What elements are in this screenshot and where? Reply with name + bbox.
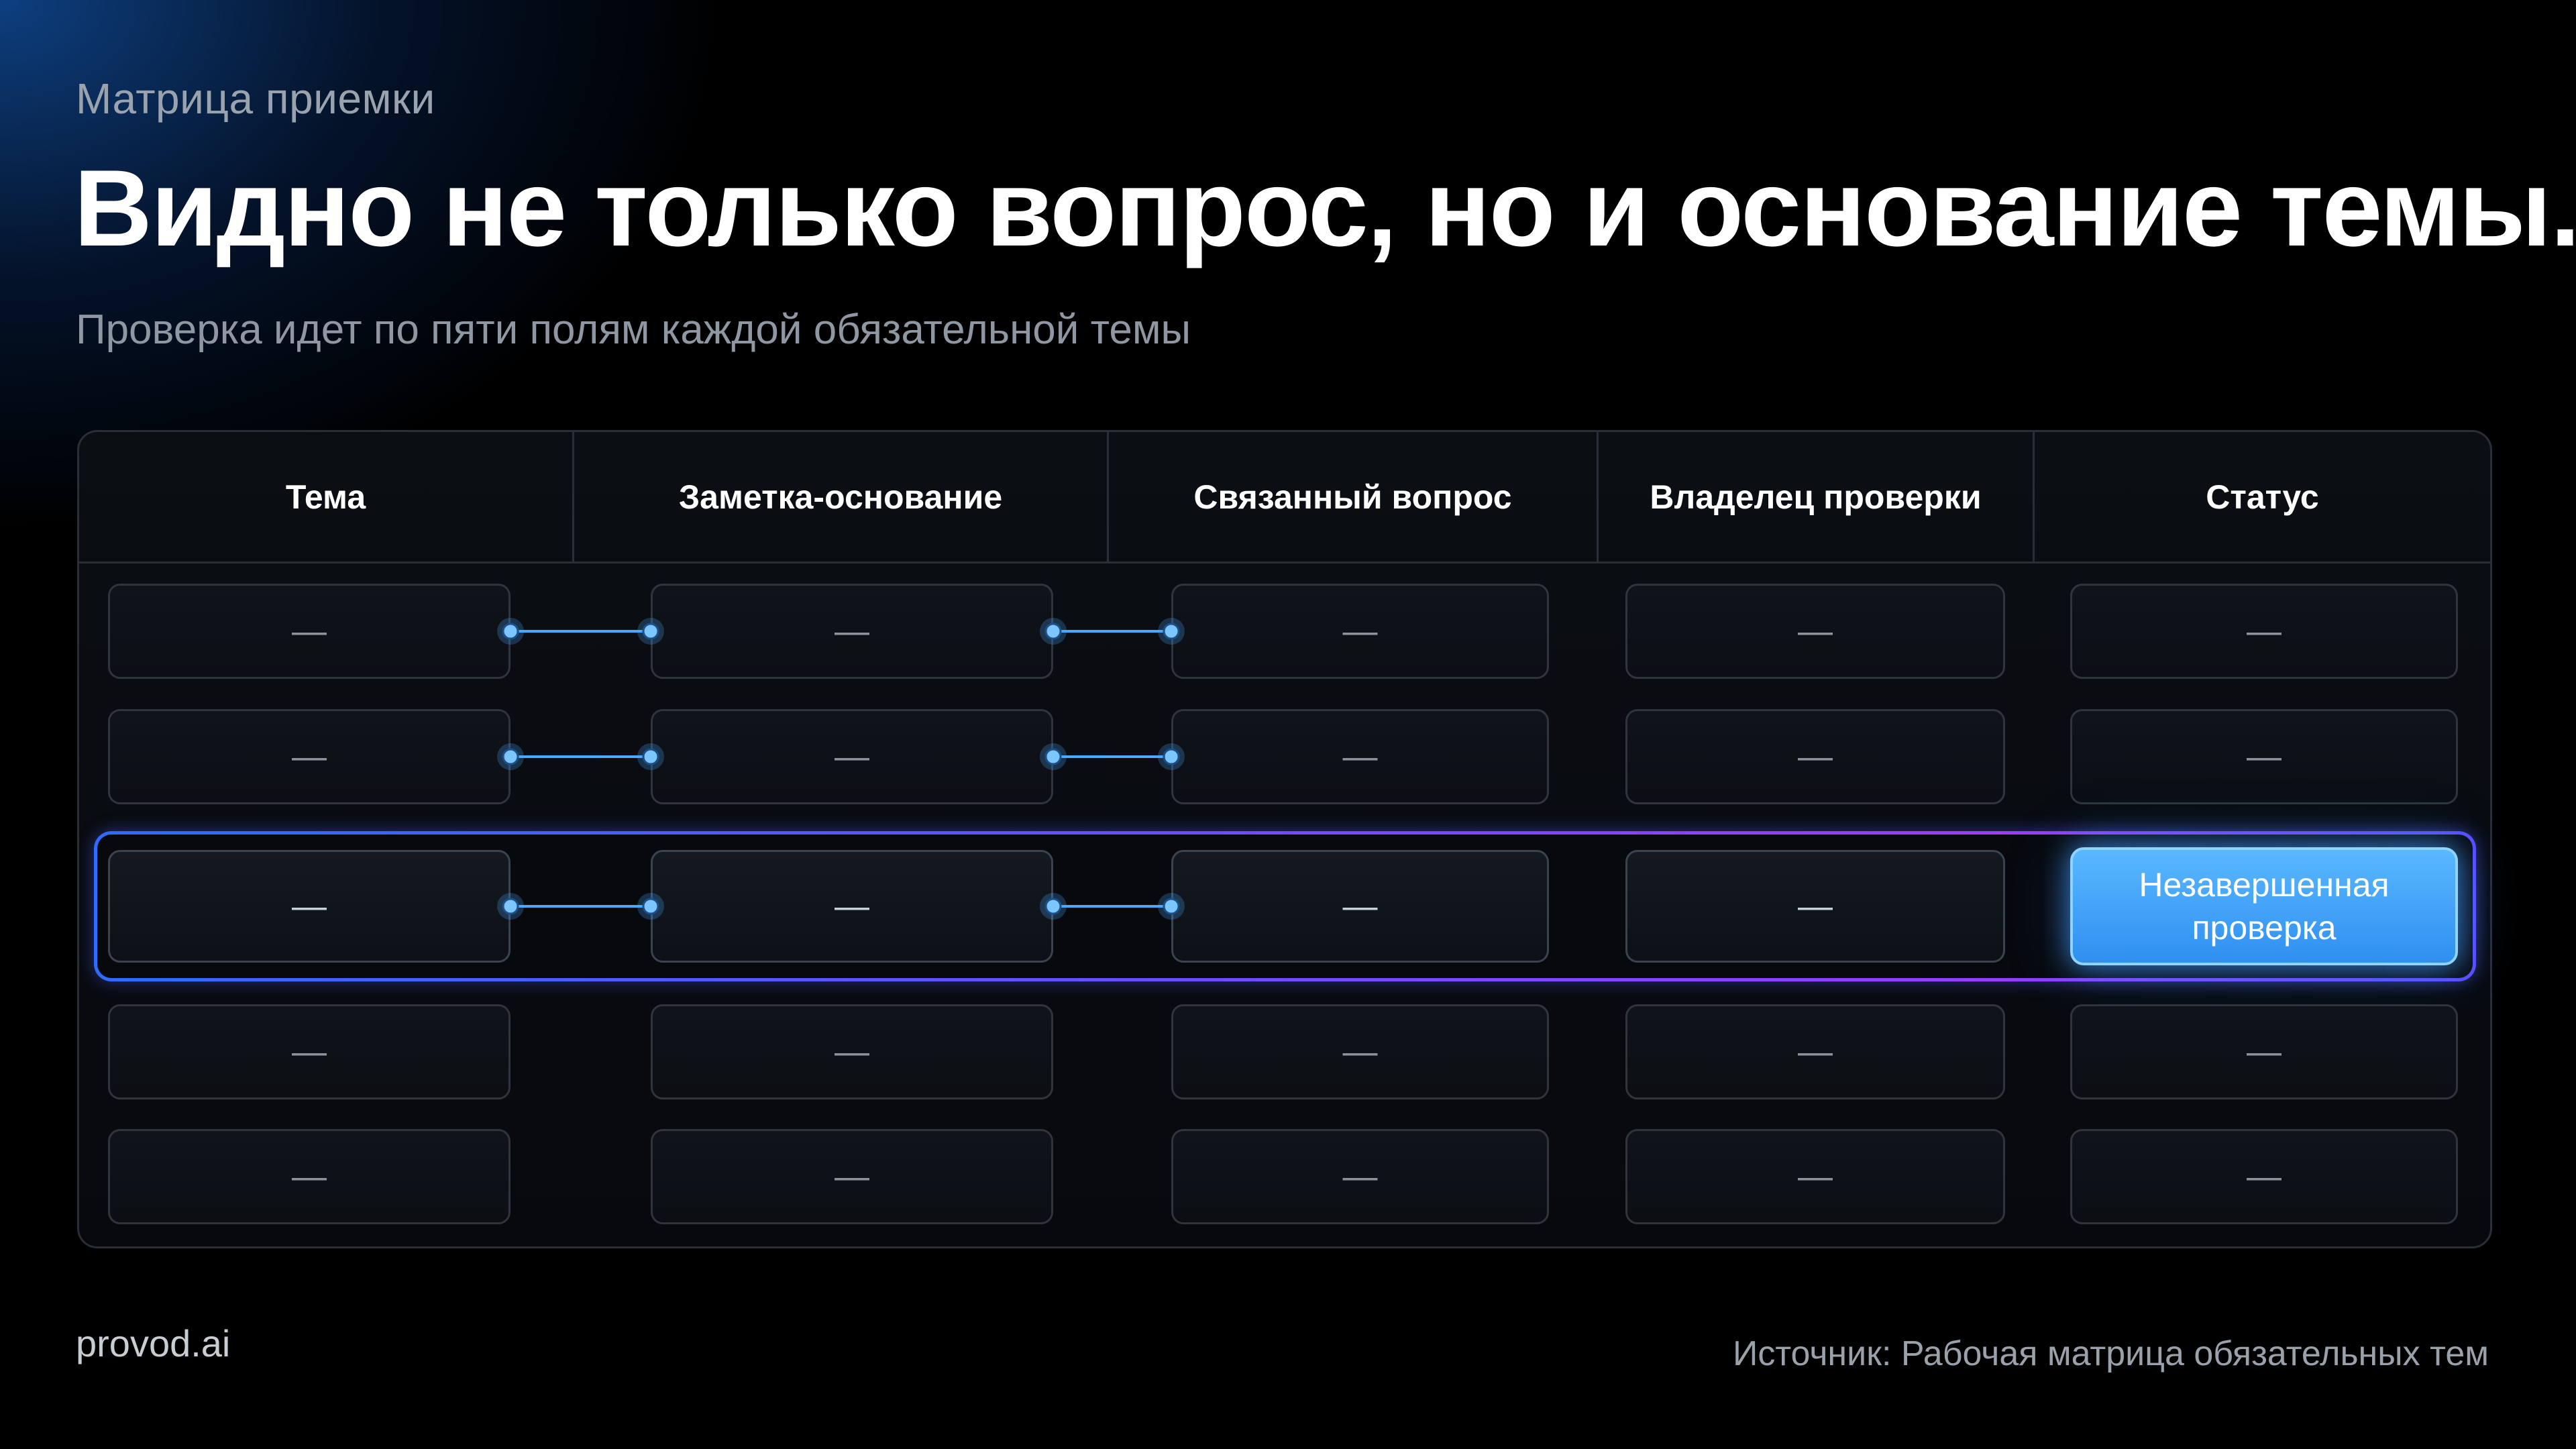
connector-node	[1044, 623, 1062, 640]
column-header-topic: Тема	[285, 478, 366, 516]
slide-title: Видно не только вопрос, но и основание т…	[74, 148, 2576, 269]
table-header-row: Тема Заметка-основание Связанный вопрос …	[79, 432, 2490, 564]
cell-status: —	[2070, 584, 2458, 679]
cell-basis-note: —	[651, 1129, 1053, 1224]
row-connectors	[497, 618, 1185, 920]
connector-node	[502, 623, 519, 640]
column-header-basis-note: Заметка-основание	[572, 432, 1107, 561]
cell-basis-note: —	[651, 584, 1053, 679]
status-badge-incomplete-check[interactable]: Незавершенная проверка	[2070, 847, 2458, 965]
connector-node	[1044, 748, 1062, 765]
cell-basis-note: —	[651, 1004, 1053, 1099]
connector-node	[502, 748, 519, 765]
column-header-status: Статус	[2033, 432, 2490, 561]
column-header-check-owner: Владелец проверки	[1597, 432, 2033, 561]
acceptance-matrix-table: Тема Заметка-основание Связанный вопрос …	[77, 430, 2492, 1248]
connector-node	[642, 623, 659, 640]
cell-check-owner: —	[1625, 709, 2005, 804]
cell-check-owner: —	[1625, 1004, 2005, 1099]
cell-basis-note: —	[651, 709, 1053, 804]
connector-node	[502, 898, 519, 915]
connector-node	[642, 748, 659, 765]
cell-topic: —	[108, 850, 511, 963]
cell-linked-question: —	[1171, 1129, 1549, 1224]
cell-linked-question: —	[1171, 1004, 1549, 1099]
slide-subtitle: Проверка идет по пяти полям каждой обяза…	[76, 307, 1191, 353]
cell-linked-question: —	[1171, 584, 1549, 679]
cell-status: —	[2070, 1129, 2458, 1224]
connector-node	[1044, 898, 1062, 915]
cell-topic: —	[108, 709, 511, 804]
cell-check-owner: —	[1625, 1129, 2005, 1224]
cell-topic: —	[108, 1004, 511, 1099]
brand-logo-text: provod.ai	[76, 1322, 231, 1364]
cell-status: —	[2070, 709, 2458, 804]
eyebrow-label: Матрица приемки	[76, 74, 435, 123]
cell-status: —	[2070, 1004, 2458, 1099]
connector-node	[1163, 623, 1180, 640]
connector-node	[1163, 748, 1180, 765]
cell-check-owner: —	[1625, 850, 2005, 963]
column-header-linked-question: Связанный вопрос	[1107, 432, 1597, 561]
cell-check-owner: —	[1625, 584, 2005, 679]
cell-topic: —	[108, 584, 511, 679]
connector-node	[642, 898, 659, 915]
cell-linked-question: —	[1171, 709, 1549, 804]
connector-node	[1163, 898, 1180, 915]
source-note: Источник: Рабочая матрица обязательных т…	[1732, 1334, 2489, 1373]
cell-linked-question: —	[1171, 850, 1549, 963]
cell-basis-note: —	[651, 850, 1053, 963]
cell-topic: —	[108, 1129, 511, 1224]
